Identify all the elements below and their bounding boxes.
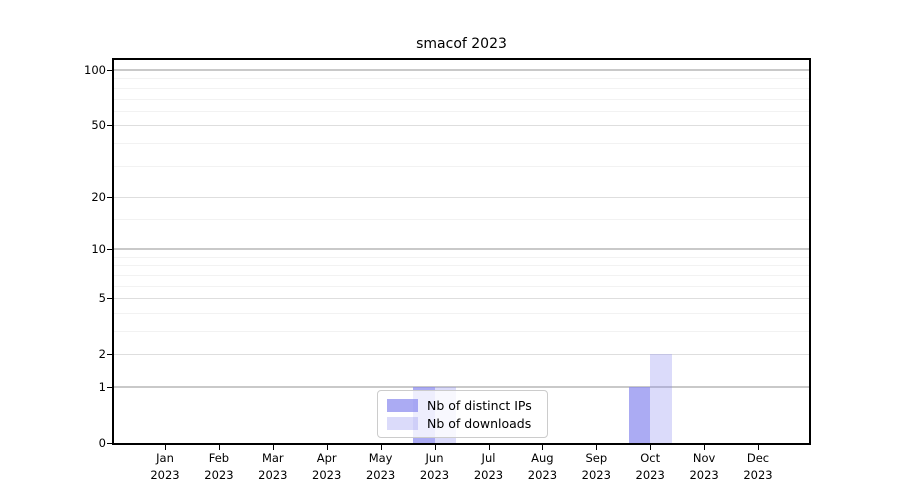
y-tick-20 — [107, 196, 112, 198]
x-tick-sep — [596, 445, 598, 450]
plot-area — [112, 58, 811, 445]
chart-title: smacof 2023 — [416, 36, 507, 52]
legend-swatch-distinct-ips — [387, 398, 418, 412]
y-tick-label-10: 10 — [91, 242, 106, 257]
x-tick-dec — [758, 445, 759, 450]
legend-entry-distinct-ips: Nb of distinct IPs — [387, 398, 538, 413]
x-tick-label-nov: Nov 2023 — [689, 451, 719, 482]
x-tick-jun — [434, 445, 436, 450]
y-tick-10 — [107, 249, 112, 251]
y-tick-100 — [107, 70, 112, 71]
x-tick-apr — [326, 445, 328, 450]
y-tick-label-50: 50 — [91, 118, 106, 133]
y-tick-label-0: 0 — [98, 436, 106, 450]
x-tick-label-apr: Apr 2023 — [312, 451, 342, 482]
y-tick-1 — [107, 387, 112, 388]
x-tick-jan — [165, 445, 166, 450]
x-tick-oct — [650, 445, 652, 450]
legend-label-downloads: Nb of downloads — [427, 415, 532, 431]
x-tick-label-oct: Oct 2023 — [635, 451, 665, 482]
x-tick-label-may: May 2023 — [365, 451, 396, 482]
x-tick-label-jan: Jan 2023 — [150, 451, 180, 482]
x-tick-label-aug: Aug 2023 — [527, 451, 558, 482]
x-tick-feb — [218, 445, 220, 450]
y-tick-label-2: 2 — [98, 347, 106, 362]
legend: Nb of distinct IPs Nb of downloads — [377, 390, 548, 438]
x-tick-jul — [488, 445, 490, 450]
y-tick-0 — [107, 443, 112, 444]
x-tick-label-jul: Jul 2023 — [473, 451, 504, 482]
legend-label-distinct-ips: Nb of distinct IPs — [427, 397, 532, 413]
y-tick-label-1: 1 — [98, 380, 106, 394]
y-tick-2 — [107, 354, 112, 356]
y-tick-label-20: 20 — [91, 189, 106, 204]
y-tick-50 — [107, 125, 112, 127]
bar-oct-ips — [628, 387, 651, 443]
y-tick-label-100: 100 — [84, 63, 106, 77]
legend-entry-downloads: Nb of downloads — [387, 416, 538, 431]
y-tick-label-5: 5 — [98, 291, 106, 306]
y-tick-5 — [107, 298, 112, 300]
x-tick-may — [380, 445, 382, 450]
x-tick-label-sep: Sep 2023 — [581, 451, 611, 482]
x-tick-label-jun: Jun 2023 — [419, 451, 450, 482]
x-tick-aug — [542, 445, 544, 450]
bar-oct-downloads — [650, 354, 672, 443]
x-tick-label-mar: Mar 2023 — [258, 451, 288, 482]
x-tick-nov — [704, 445, 706, 450]
x-tick-mar — [272, 445, 274, 450]
x-tick-label-dec: Dec 2023 — [743, 451, 773, 482]
legend-swatch-downloads — [387, 416, 418, 430]
x-tick-label-feb: Feb 2023 — [204, 451, 234, 482]
